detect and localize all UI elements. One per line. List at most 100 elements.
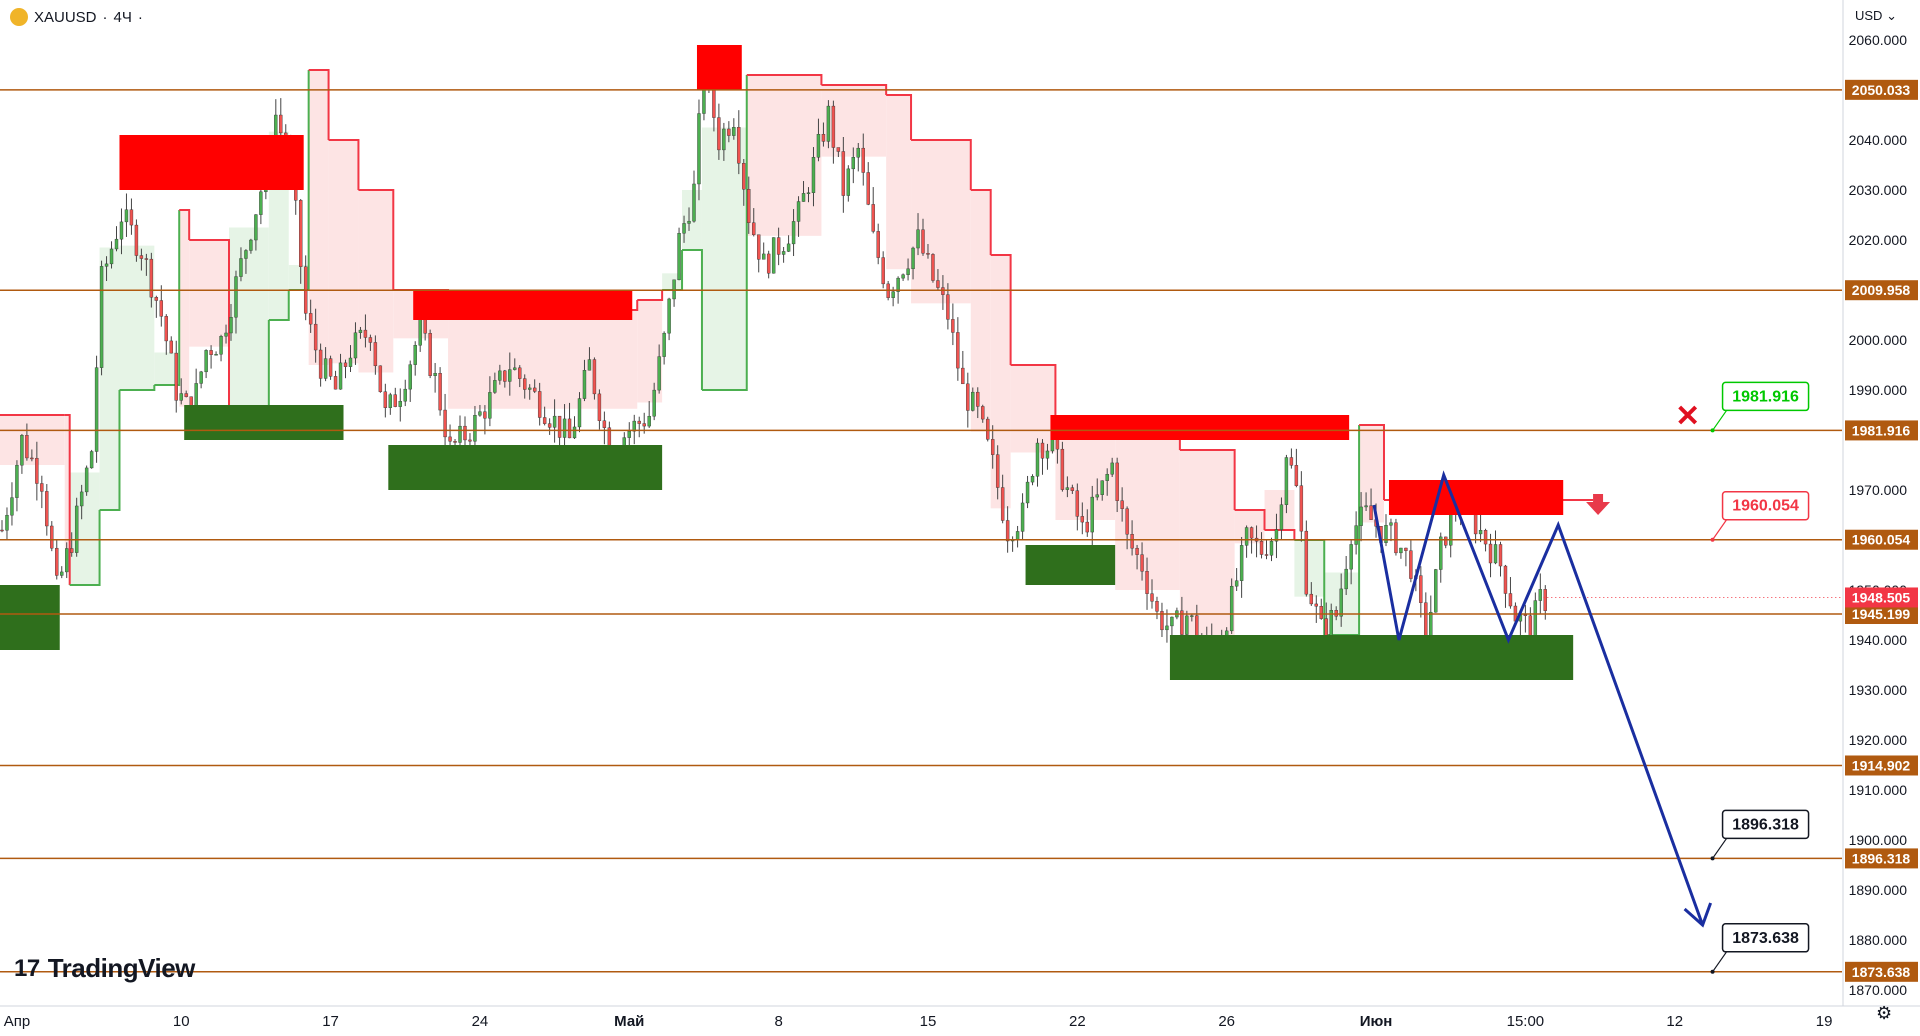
- candle-body: [637, 420, 641, 424]
- candle-body: [821, 134, 826, 142]
- candle-body: [1055, 438, 1060, 450]
- candle-body: [602, 420, 607, 428]
- candle-body: [398, 400, 402, 407]
- trailing-stop-segment: [179, 209, 191, 240]
- candle-body: [154, 297, 159, 301]
- candle-body: [1135, 547, 1139, 555]
- candle-body: [184, 393, 188, 397]
- candle-body: [1304, 530, 1309, 595]
- candle-body: [911, 247, 915, 270]
- candle-body: [94, 367, 99, 452]
- candle-body: [567, 418, 572, 439]
- candle-body: [1249, 527, 1254, 539]
- candle-body: [871, 204, 875, 232]
- trailing-stop-segment: [1264, 529, 1296, 540]
- candle-body: [1145, 571, 1149, 594]
- candle-body: [901, 274, 905, 279]
- candle-body: [413, 345, 417, 365]
- candle-body: [732, 127, 736, 136]
- gold-symbol-icon: [10, 8, 28, 26]
- candle-body: [677, 233, 681, 281]
- candle-body: [956, 332, 960, 369]
- candle-body: [343, 362, 348, 367]
- trailing-stop-segment: [189, 239, 231, 415]
- candle-body: [124, 209, 129, 223]
- settings-gear-icon[interactable]: ⚙: [1876, 1003, 1893, 1023]
- candle-body: [961, 367, 965, 385]
- candle-body: [916, 229, 920, 249]
- current-price-tag-label: 1948.505: [1852, 589, 1911, 605]
- timeframe-label[interactable]: 4Ч: [113, 8, 132, 26]
- candle-body: [662, 332, 666, 357]
- candle-body: [1274, 529, 1279, 542]
- trailing-stop-segment: [268, 290, 290, 321]
- candle-body: [1234, 580, 1239, 587]
- time-tick-label: Июн: [1360, 1013, 1393, 1030]
- candle-body: [134, 224, 139, 256]
- candle-body: [353, 332, 358, 359]
- candle-body: [971, 391, 975, 411]
- candle-body: [438, 373, 442, 411]
- symbol-name: XAUUSD: [34, 8, 97, 26]
- time-tick-label: 15:00: [1507, 1013, 1545, 1030]
- candle-body: [1419, 575, 1423, 603]
- candle-body: [876, 231, 880, 258]
- chevron-down-icon: ⌄: [1886, 8, 1897, 23]
- candle-body: [458, 425, 462, 443]
- candle-body: [921, 229, 925, 254]
- candle-body: [1000, 487, 1005, 521]
- currency-selector[interactable]: USD ⌄: [1855, 8, 1897, 24]
- candle-body: [1324, 618, 1328, 638]
- candle-body: [433, 373, 437, 376]
- candle-body: [388, 394, 393, 408]
- candle-body: [722, 128, 726, 151]
- callout-label: 1873.638: [1732, 930, 1799, 947]
- level-price-tag: [1845, 79, 1918, 100]
- candle-body: [523, 378, 527, 390]
- trailing-stop-segment: [64, 414, 71, 585]
- candle-body: [1075, 490, 1080, 517]
- candle-body: [742, 163, 746, 190]
- price-tick-label: 2000.000: [1849, 332, 1908, 348]
- price-tick-label: 1910.000: [1849, 782, 1908, 798]
- callout-anchor: [1710, 537, 1715, 542]
- candle-body: [577, 398, 582, 428]
- supply-zone: [119, 135, 304, 190]
- candle-body: [936, 280, 940, 288]
- trailing-stop-segment: [746, 74, 823, 85]
- level-price-tag-label: 1896.318: [1852, 850, 1911, 866]
- trailing-stop-segment: [886, 94, 913, 140]
- candle-body: [861, 147, 865, 173]
- time-tick-label: 15: [920, 1013, 937, 1030]
- candle-body: [448, 436, 452, 442]
- level-price-tag-label: 2050.033: [1852, 82, 1911, 98]
- price-tick-label: 1930.000: [1849, 682, 1908, 698]
- candle-body: [1110, 462, 1114, 475]
- candle-body: [60, 571, 64, 576]
- price-tick-label: 1890.000: [1849, 882, 1908, 898]
- candle-body: [692, 183, 696, 222]
- callout-leader: [1712, 519, 1728, 541]
- price-tick-label: 1970.000: [1849, 482, 1908, 498]
- time-tick-label: 19: [1816, 1013, 1833, 1030]
- candle-body: [826, 105, 831, 142]
- candle-body: [1444, 536, 1448, 546]
- trail-fill-segment: [1264, 490, 1295, 530]
- level-price-tag-label: 1945.199: [1852, 606, 1911, 622]
- candle-body: [1493, 544, 1498, 564]
- trailing-stop-segment: [682, 249, 703, 390]
- tradingview-logo[interactable]: 17 TradingView: [14, 953, 195, 984]
- tradingview-name: TradingView: [47, 953, 196, 983]
- candle-body: [1538, 589, 1543, 601]
- candle-body: [632, 420, 636, 432]
- candle-body: [981, 406, 985, 420]
- candle-body: [1543, 589, 1547, 611]
- candle-body: [20, 435, 24, 466]
- candle-body: [483, 411, 487, 419]
- symbol-header[interactable]: XAUUSD · 4Ч ·: [10, 8, 143, 26]
- time-tick-label: Апр: [4, 1013, 30, 1030]
- candle-body: [1005, 520, 1010, 542]
- candle-body: [562, 418, 567, 438]
- candle-body: [1165, 625, 1169, 631]
